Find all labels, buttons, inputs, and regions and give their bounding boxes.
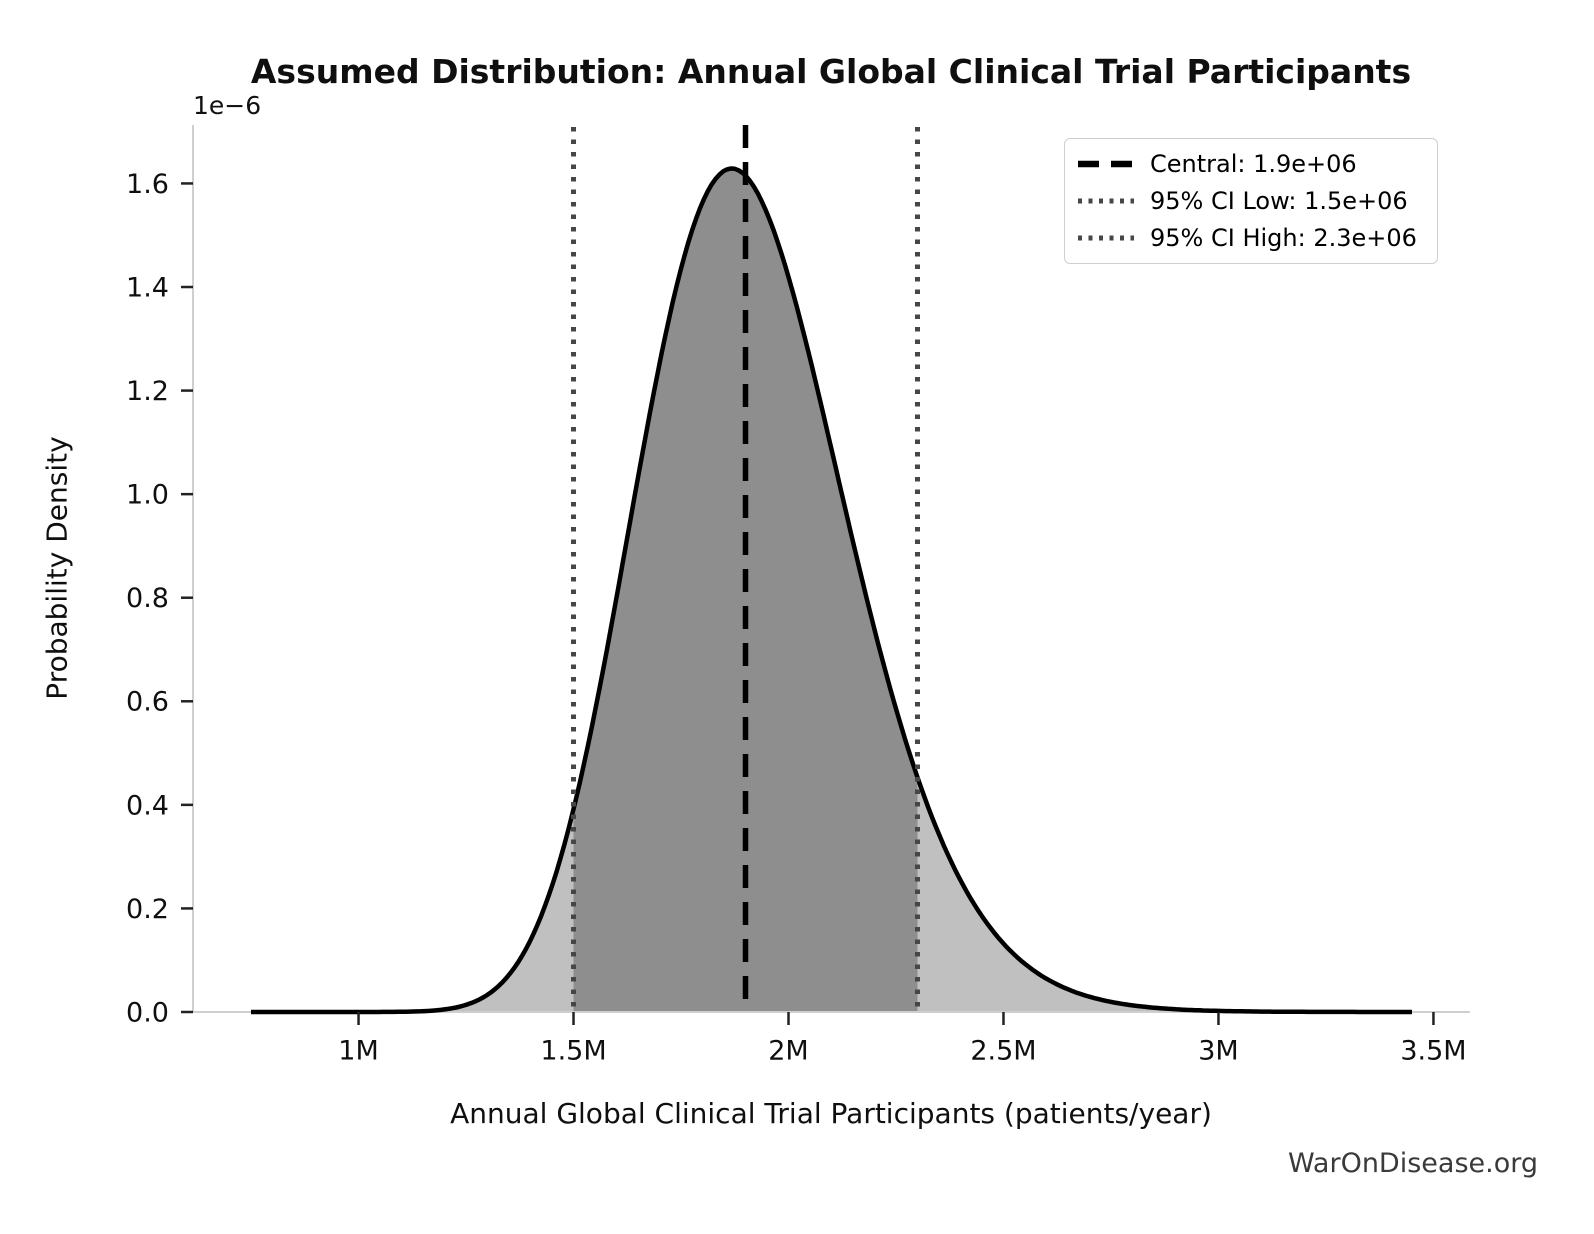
distribution-curve	[251, 166, 1412, 1015]
legend-label-ci-high: 95% CI High: 2.3e+06	[1150, 224, 1417, 252]
y-tick-label: 1.0	[126, 480, 169, 511]
watermark: WarOnDisease.org	[1287, 1148, 1538, 1179]
y-tick-label: 1.4	[126, 272, 169, 303]
x-tick-label: 1M	[338, 1035, 378, 1066]
x-tick-label: 3M	[1198, 1035, 1238, 1066]
legend-label-central: Central: 1.9e+06	[1150, 150, 1357, 178]
y-axis-label: Probability Density	[40, 436, 74, 700]
y-tick-label: 0.8	[126, 583, 169, 614]
x-tick-label: 1.5M	[540, 1035, 606, 1066]
x-tick-label: 2M	[768, 1035, 808, 1066]
y-tick-label: 0.0	[126, 997, 169, 1028]
y-tick-label: 0.4	[126, 790, 169, 821]
y-tick-label: 1.2	[126, 376, 169, 407]
x-axis-label: Annual Global Clinical Trial Participant…	[450, 1097, 1212, 1130]
y-tick-label: 0.2	[126, 894, 169, 925]
legend-dotted-sample-icon	[1078, 198, 1134, 204]
legend-item-central: Central: 1.9e+06	[1077, 150, 1431, 178]
legend: Central: 1.9e+06 95% CI Low: 1.5e+06 95%…	[1064, 138, 1438, 264]
legend-dashed-sample-icon	[1078, 160, 1134, 168]
legend-dotted-sample-icon	[1078, 235, 1134, 241]
x-tick-label: 2.5M	[970, 1035, 1036, 1066]
legend-item-ci-high: 95% CI High: 2.3e+06	[1077, 224, 1431, 252]
y-axis-exponent-label: 1e−6	[193, 91, 262, 120]
y-tick-label: 0.6	[126, 687, 169, 718]
x-tick-label: 3.5M	[1400, 1035, 1466, 1066]
legend-label-ci-low: 95% CI Low: 1.5e+06	[1150, 187, 1408, 215]
y-tick-label: 1.6	[126, 169, 169, 200]
chart-title: Assumed Distribution: Annual Global Clin…	[250, 52, 1412, 91]
legend-item-ci-low: 95% CI Low: 1.5e+06	[1077, 187, 1431, 215]
